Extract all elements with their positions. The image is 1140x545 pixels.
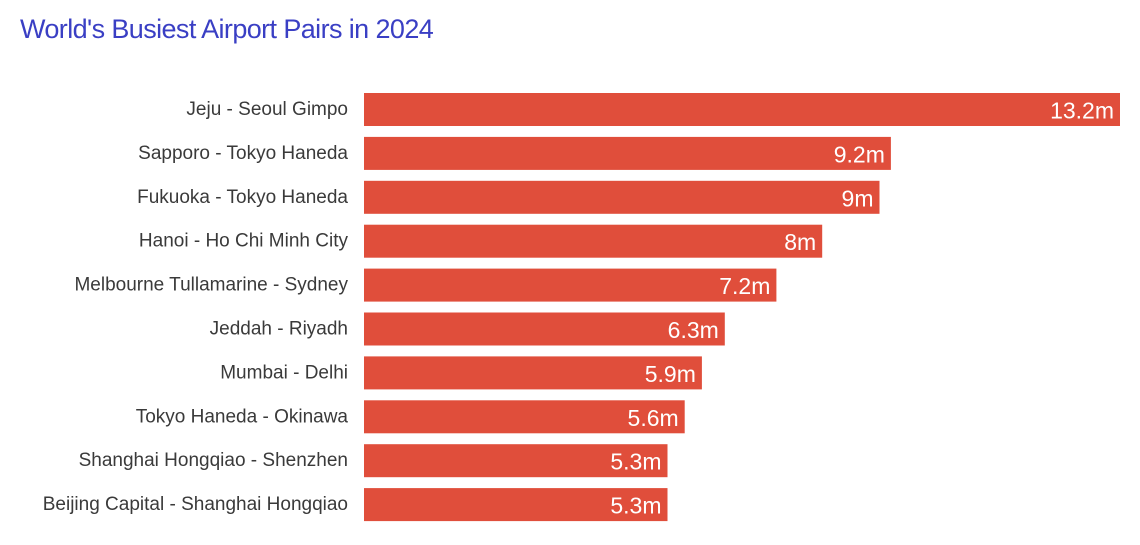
category-label: Beijing Capital - Shanghai Hongqiao [43,494,348,515]
chart-title: World's Busiest Airport Pairs in 2024 [20,14,434,44]
value-label: 13.2m [1050,98,1114,124]
category-label: Jeju - Seoul Gimpo [186,99,348,120]
bar [364,488,668,522]
value-label: 6.3m [668,317,719,343]
value-label: 5.3m [610,493,661,519]
value-label: 7.2m [719,273,770,299]
category-label: Jeddah - Riyadh [210,319,348,340]
category-label: Melbourne Tullamarine - Sydney [74,275,348,296]
value-label: 9.2m [834,141,885,167]
value-label: 5.3m [610,449,661,475]
bar [364,224,823,258]
bars-group: Jeju - Seoul Gimpo 13.2m Sapporo - Tokyo H… [43,93,1120,522]
category-label: Hanoi - Ho Chi Minh City [139,231,349,252]
bar [364,136,891,170]
category-label: Tokyo Haneda - Okinawa [136,406,349,427]
value-label: 5.6m [628,405,679,431]
category-label: Mumbai - Delhi [220,362,348,383]
value-label: 9m [842,185,874,211]
value-label: 5.9m [645,361,696,387]
bar [364,400,685,434]
category-label: Sapporo - Tokyo Haneda [138,143,348,164]
bar [364,268,777,302]
category-label: Shanghai Hongqiao - Shenzhen [79,450,348,471]
value-label: 8m [784,229,816,255]
bar [364,93,1120,126]
bar [364,312,725,346]
category-label: Fukuoka - Tokyo Haneda [137,187,348,208]
bar [364,356,702,390]
bar [364,180,880,214]
bar [364,444,668,478]
